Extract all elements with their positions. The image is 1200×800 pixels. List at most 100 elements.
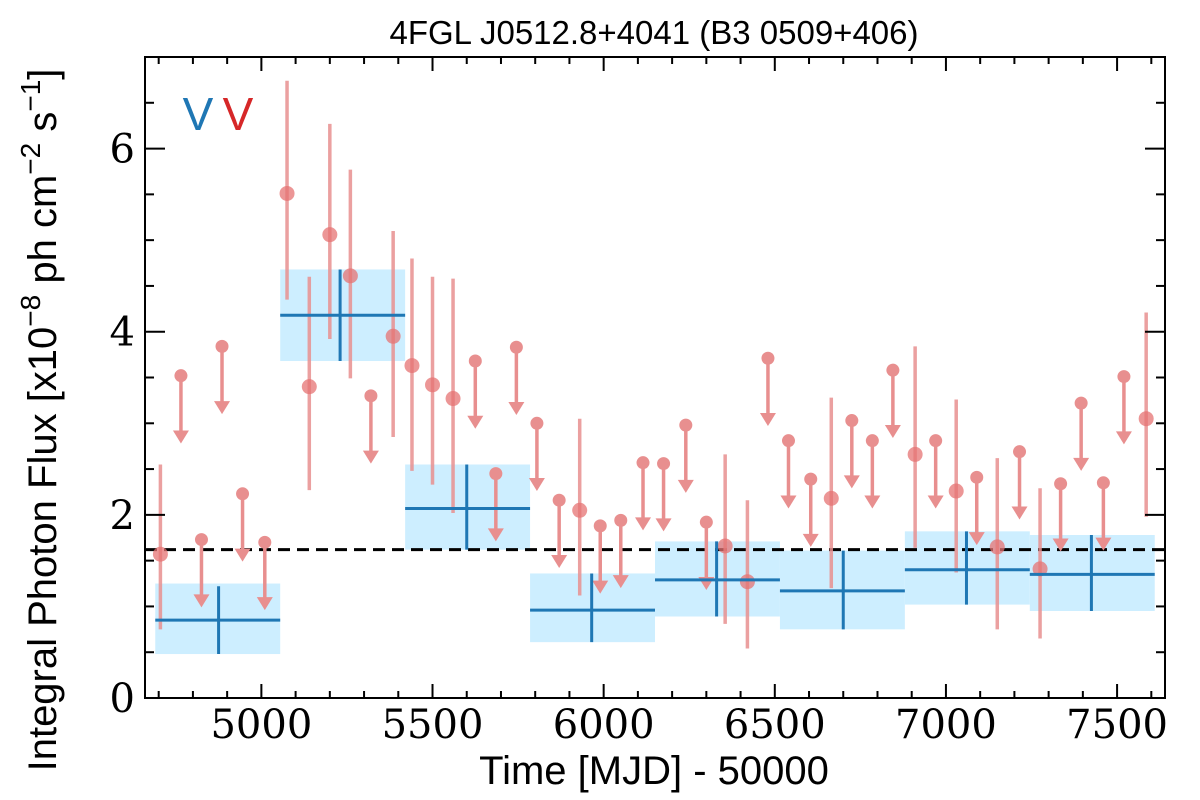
y-axis-label-close: ] bbox=[21, 69, 65, 80]
short-bin-mark-33 bbox=[843, 414, 860, 489]
short-bin-mark-25 bbox=[677, 418, 694, 493]
upper-limit-point bbox=[194, 533, 208, 547]
upper-limit-arrow bbox=[968, 532, 985, 546]
short-bin-mark-0 bbox=[152, 464, 168, 630]
x-tick-label: 5000 bbox=[210, 702, 312, 748]
data-point bbox=[572, 502, 588, 518]
upper-limit-point bbox=[886, 363, 900, 377]
marker-letter-1: V bbox=[223, 88, 254, 140]
upper-limit-arrow bbox=[780, 495, 797, 509]
y-axis-label-exp-area: −2 bbox=[15, 143, 46, 175]
bin-cross-0 bbox=[155, 586, 281, 655]
upper-limit-point bbox=[1096, 476, 1110, 490]
short-bin-mark-4 bbox=[234, 487, 251, 562]
y-axis-label: Integral Photon Flux [x10−8 ph cm−2 s−1] bbox=[15, 69, 65, 772]
y-tick-label: 0 bbox=[110, 676, 135, 722]
data-point bbox=[1032, 561, 1048, 577]
data-point bbox=[948, 483, 964, 499]
upper-limit-arrow bbox=[655, 518, 672, 532]
upper-limit-arrow bbox=[234, 548, 251, 562]
data-point bbox=[425, 377, 441, 393]
upper-limit-arrow bbox=[843, 475, 860, 489]
upper-limit-point bbox=[614, 513, 628, 527]
y-tick-label: 2 bbox=[110, 493, 135, 539]
upper-limit-point bbox=[657, 457, 671, 471]
upper-limit-point bbox=[1054, 477, 1068, 491]
bin-cross-7 bbox=[1029, 535, 1155, 612]
upper-limit-point bbox=[679, 418, 693, 432]
short-bin-mark-18 bbox=[528, 416, 545, 492]
upper-limit-point bbox=[1074, 396, 1088, 410]
plot-area: 5000 5500 6000 6500 7000 7500 0 2 4 6 V V bbox=[110, 56, 1168, 748]
upper-limit-point bbox=[845, 414, 859, 428]
data-point bbox=[989, 539, 1005, 555]
short-bin-mark-2 bbox=[193, 533, 210, 608]
upper-limit-point bbox=[1117, 370, 1131, 384]
short-bin-mark-7 bbox=[301, 276, 317, 491]
upper-limit-arrow bbox=[1095, 537, 1112, 551]
upper-limit-arrow bbox=[884, 424, 901, 438]
short-bin-mark-31 bbox=[802, 472, 819, 547]
bin-cross-4 bbox=[655, 541, 780, 617]
short-bin-mark-29 bbox=[759, 351, 776, 427]
upper-limit-arrow bbox=[551, 554, 568, 568]
x-tick-label: 6500 bbox=[724, 702, 826, 748]
bin-cross-3 bbox=[530, 573, 655, 643]
upper-limit-point bbox=[636, 456, 650, 470]
upper-limit-arrow bbox=[1073, 457, 1090, 471]
y-axis-label-mid: ph cm bbox=[21, 175, 65, 295]
upper-limit-point bbox=[215, 339, 229, 353]
chart-title: 4FGL J0512.8+4041 (B3 0509+406) bbox=[389, 14, 918, 51]
upper-limit-point bbox=[781, 434, 795, 448]
data-point bbox=[152, 546, 168, 562]
data-point bbox=[404, 358, 420, 374]
short-bin-mark-39 bbox=[968, 470, 985, 546]
upper-limit-arrow bbox=[467, 415, 484, 429]
upper-limit-arrow bbox=[1011, 506, 1028, 520]
short-bin-mark-43 bbox=[1052, 477, 1069, 552]
y-axis-label-exp-flux: −8 bbox=[15, 295, 46, 327]
upper-limit-point bbox=[970, 470, 984, 484]
short-bin-mark-38 bbox=[948, 399, 964, 573]
upper-limit-arrow bbox=[927, 495, 944, 509]
upper-limit-point bbox=[699, 515, 713, 529]
short-bin-mark-13 bbox=[425, 276, 441, 485]
short-bin-mark-17 bbox=[508, 340, 525, 416]
upper-limit-arrow bbox=[508, 402, 525, 416]
short-bin-mark-35 bbox=[884, 363, 901, 438]
short-bin-mark-24 bbox=[655, 457, 672, 532]
short-bin-mark-36 bbox=[907, 346, 923, 548]
short-bin-mark-11 bbox=[385, 230, 401, 438]
short-bin-mark-27 bbox=[717, 454, 733, 624]
x-axis-label: Time [MJD] - 50000 bbox=[479, 749, 829, 793]
upper-limit-arrow bbox=[528, 478, 545, 492]
bin-cross-1 bbox=[280, 269, 406, 362]
upper-limit-arrow bbox=[1115, 431, 1132, 445]
short-bin-mark-10 bbox=[362, 389, 379, 464]
upper-limit-arrow bbox=[592, 580, 609, 594]
short-bin-mark-6 bbox=[279, 80, 295, 300]
data-point bbox=[445, 391, 461, 407]
data-point bbox=[823, 490, 839, 506]
short-bin-mark-15 bbox=[467, 354, 484, 429]
upper-limit-point bbox=[468, 354, 482, 368]
x-tick-label: 7000 bbox=[895, 702, 997, 748]
short-bin-mark-32 bbox=[823, 397, 839, 589]
upper-limit-arrow bbox=[214, 401, 231, 415]
short-bin-mark-19 bbox=[551, 493, 568, 568]
short-bin-mark-37 bbox=[927, 434, 944, 509]
data-point bbox=[717, 538, 733, 554]
data-point bbox=[907, 446, 923, 462]
short-bin-mark-1 bbox=[172, 369, 189, 444]
short-bin-mark-41 bbox=[1011, 445, 1028, 520]
upper-limit-point bbox=[530, 416, 544, 430]
short-bin-mark-47 bbox=[1138, 312, 1154, 517]
short-bin-mark-34 bbox=[864, 434, 881, 509]
data-point bbox=[385, 328, 401, 344]
x-tick-label: 5500 bbox=[382, 702, 484, 748]
upper-limit-point bbox=[865, 434, 879, 448]
short-bin-mark-46 bbox=[1115, 370, 1132, 445]
upper-limit-arrow bbox=[759, 413, 776, 427]
upper-limit-arrow bbox=[487, 528, 504, 542]
